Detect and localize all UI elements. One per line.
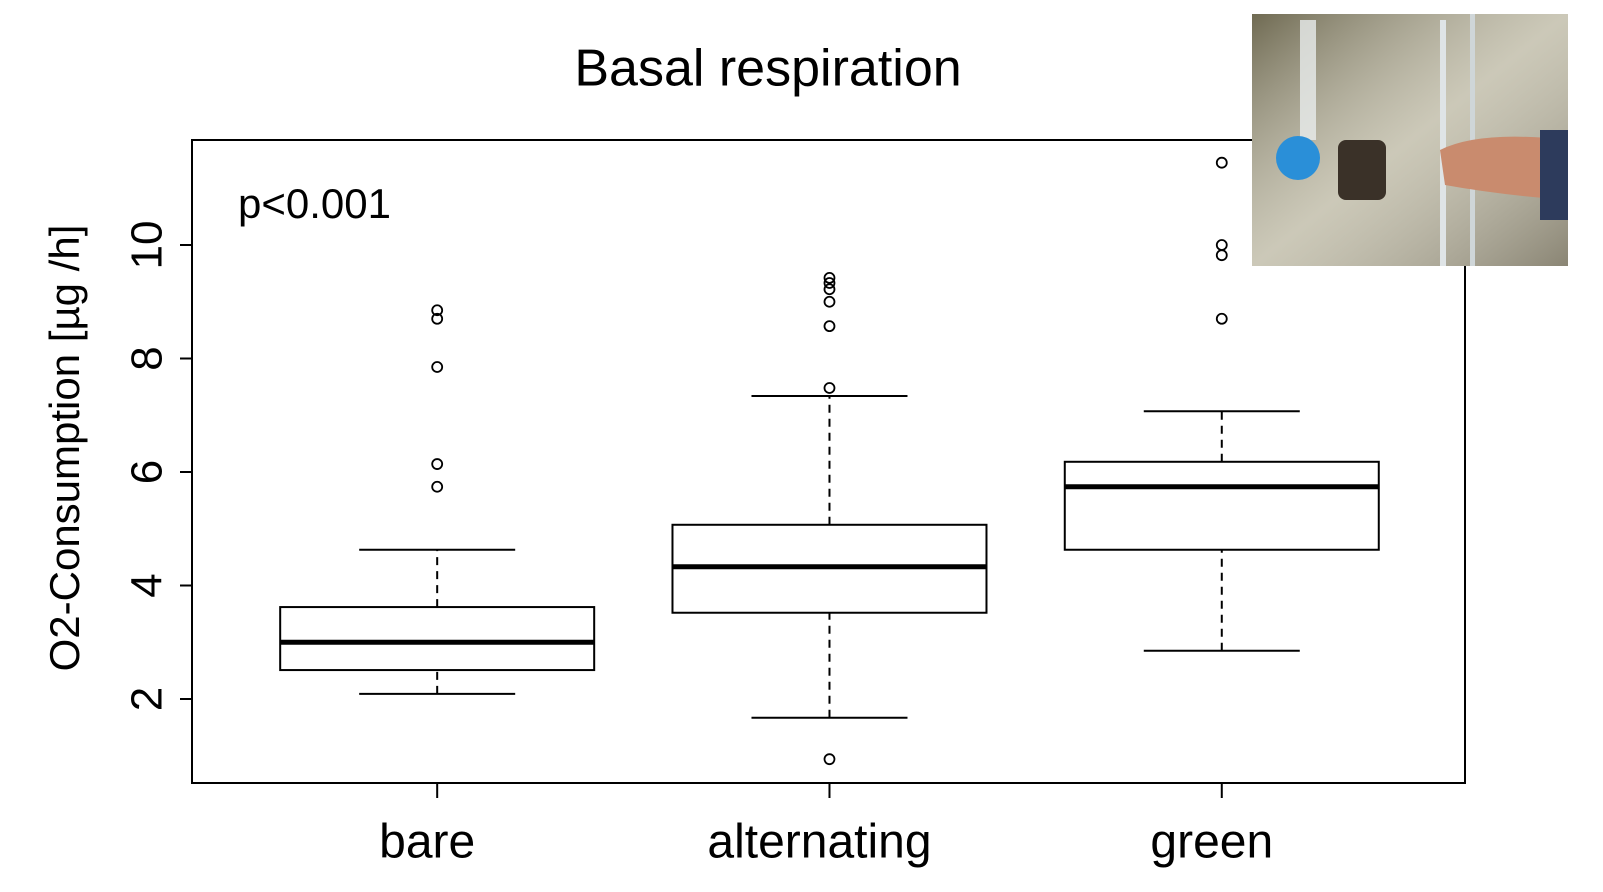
y-tick-label: 10 (123, 221, 172, 270)
box (1063, 460, 1380, 551)
outlier (823, 295, 836, 308)
outlier (1215, 312, 1228, 325)
outlier (431, 480, 444, 493)
outlier (431, 361, 444, 373)
outlier (823, 283, 836, 296)
outlier (1215, 249, 1228, 262)
annotation: p<0.001 (238, 180, 391, 227)
x-tick-label: bare (379, 816, 475, 869)
outlier (431, 304, 444, 317)
y-tick-label: 4 (123, 573, 172, 597)
x-tick-label: alternating (707, 816, 931, 869)
outlier (823, 753, 836, 766)
y-tick-label: 6 (123, 460, 172, 484)
box (279, 606, 596, 672)
outlier (1215, 156, 1228, 169)
outlier (431, 458, 444, 470)
outlier (823, 277, 836, 289)
outlier (823, 382, 836, 394)
outlier (823, 320, 836, 333)
y-axis-label: O2-Consumption [µg /h] (41, 225, 88, 672)
outlier (823, 272, 836, 284)
outlier (431, 312, 444, 325)
outlier (1215, 239, 1228, 251)
y-tick-label: 8 (123, 346, 172, 370)
chart-title: Basal respiration (574, 40, 961, 98)
y-tick-label: 2 (123, 687, 172, 711)
photo (1252, 14, 1568, 266)
x-tick-label: green (1150, 816, 1273, 869)
